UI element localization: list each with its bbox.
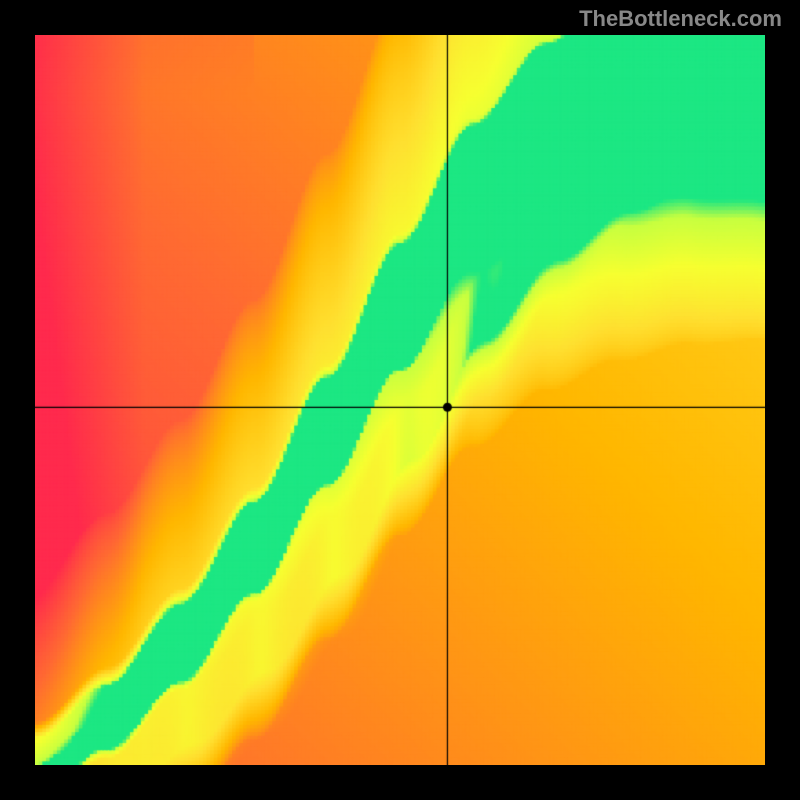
heatmap-canvas	[35, 35, 765, 765]
watermark-text: TheBottleneck.com	[579, 6, 782, 32]
bottleneck-heatmap	[35, 35, 765, 765]
